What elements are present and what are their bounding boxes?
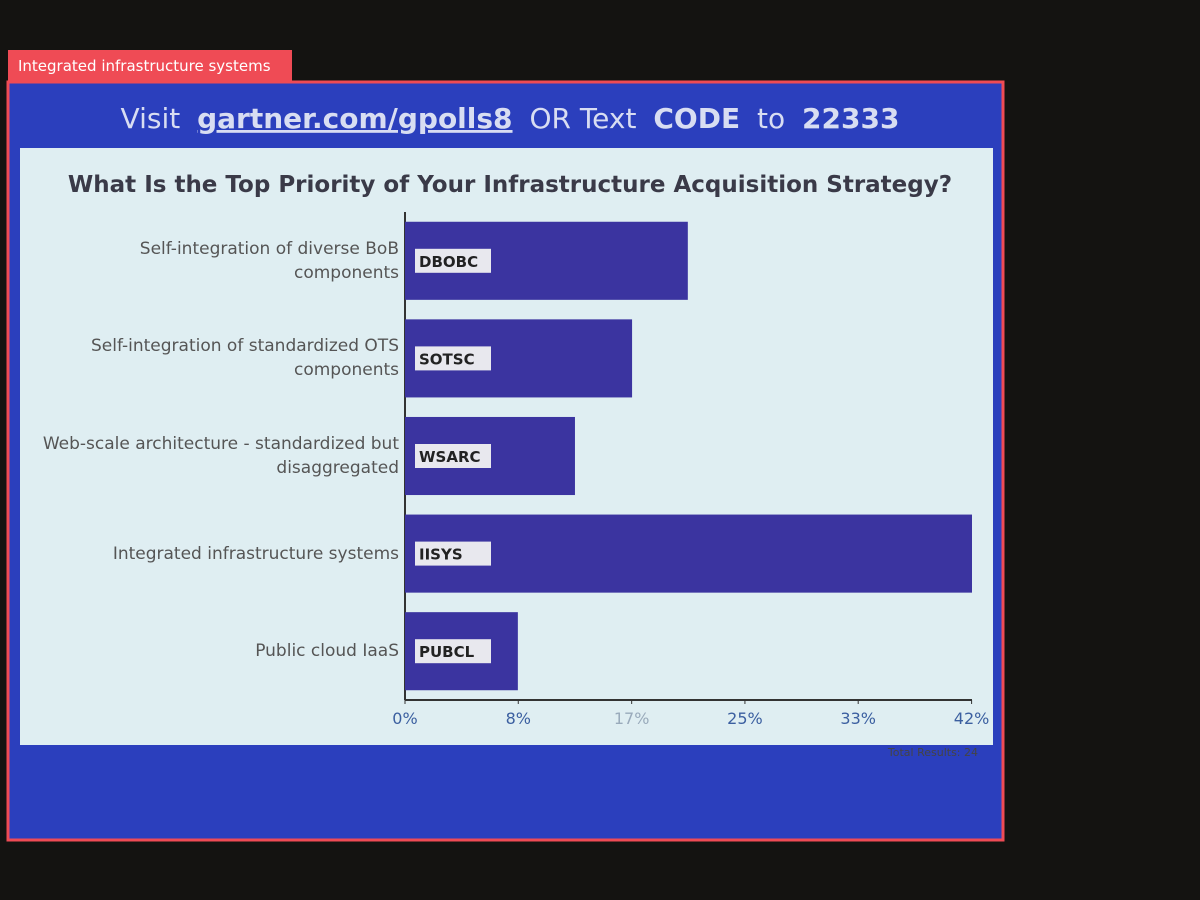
x-tick-label: 33% <box>840 709 876 728</box>
x-tick-label: 42% <box>954 709 990 728</box>
code-label: WSARC <box>419 448 481 466</box>
code-label: IISYS <box>419 546 463 564</box>
category-label: Integrated infrastructure systems <box>112 543 399 564</box>
code-box <box>415 346 491 371</box>
banner-part: OR Text <box>529 102 636 135</box>
banner-link: gartner.com/gpolls8 <box>197 102 512 135</box>
code-label: DBOBC <box>419 253 478 271</box>
category-label: Self-integration of standardized OTS com… <box>90 336 399 381</box>
bar <box>405 514 972 593</box>
code-box <box>415 248 491 273</box>
banner-part: Visit <box>121 102 181 135</box>
code-label: SOTSC <box>419 350 475 368</box>
code-box <box>415 541 491 566</box>
banner-part: CODE <box>653 102 740 135</box>
chart-title: What Is the Top Priority of Your Infrast… <box>68 172 952 198</box>
x-tick-label: 8% <box>506 709 531 728</box>
x-tick-label: 25% <box>727 709 763 728</box>
category-label: Public cloud IaaS <box>255 641 399 662</box>
x-tick-label: 17% <box>614 709 650 728</box>
highlight-tag <box>8 50 292 81</box>
code-box <box>415 639 491 664</box>
banner-part: to <box>757 102 785 135</box>
banner: Visit gartner.com/gpolls8 OR Text CODE t… <box>121 102 900 135</box>
x-tick-label: 0% <box>392 709 417 728</box>
footnote: Total Results: 24 <box>887 746 978 759</box>
category-label: Self-integration of diverse BoB componen… <box>139 238 399 283</box>
code-box <box>415 444 491 468</box>
code-label: PUBCL <box>419 643 475 661</box>
highlight-label: Integrated infrastructure systems <box>18 57 271 75</box>
category-label: Web-scale architecture - standardized bu… <box>42 434 399 478</box>
banner-part: 22333 <box>802 102 899 135</box>
highlight-box <box>6 80 1005 842</box>
